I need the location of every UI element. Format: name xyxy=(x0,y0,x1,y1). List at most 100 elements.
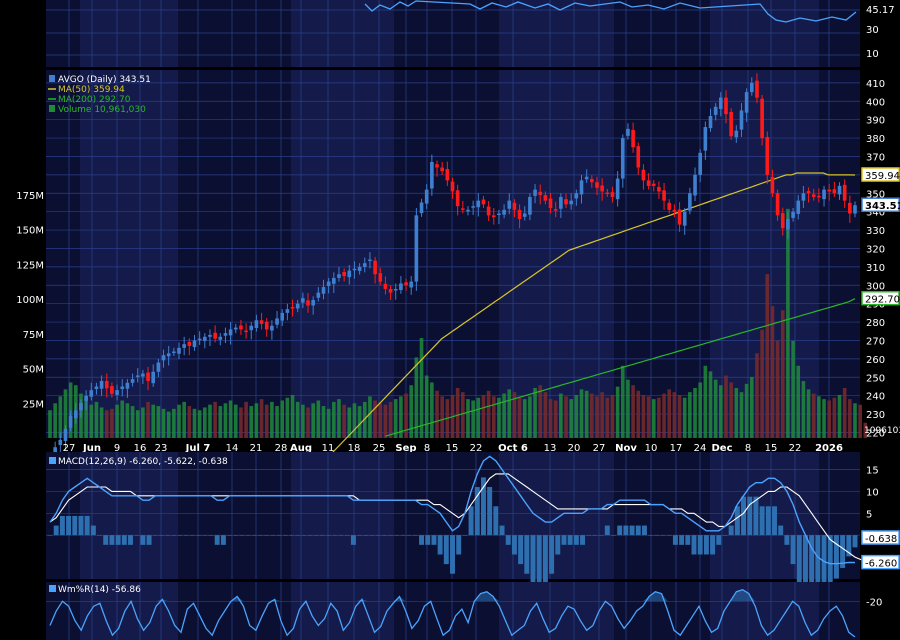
macd-legend-marker xyxy=(49,457,56,464)
candle-body xyxy=(626,128,630,136)
volume-bar xyxy=(130,406,135,438)
month-band xyxy=(80,582,178,640)
volume-bar xyxy=(471,400,475,438)
macd-histogram xyxy=(47,477,858,613)
macd-histogram-bar xyxy=(703,535,709,555)
volume-bar xyxy=(677,394,682,438)
macd-histogram-bar xyxy=(815,535,821,613)
volume-bar xyxy=(667,389,672,438)
volume-bar xyxy=(543,392,548,438)
volume-bar xyxy=(337,399,341,438)
volume-tick-label: 100M xyxy=(16,295,44,306)
macd-histogram-bar xyxy=(400,535,406,536)
macd-value-tag-text: -0.638 xyxy=(865,534,897,545)
date-tick-label: 25 xyxy=(373,443,386,454)
price-tick-label: 270 xyxy=(866,336,885,347)
macd-histogram-bar xyxy=(289,535,294,536)
candle-body xyxy=(368,259,372,262)
candle-body xyxy=(713,106,718,115)
candle-body xyxy=(517,209,522,220)
volume-bar xyxy=(264,404,269,438)
candle-body xyxy=(667,202,672,210)
date-tick-label: 27 xyxy=(593,443,606,454)
volume-bar xyxy=(595,396,599,438)
macd-histogram-bar xyxy=(586,535,592,536)
volume-bar xyxy=(729,382,733,438)
macd-histogram-bar xyxy=(753,496,759,536)
volume-bar xyxy=(569,399,573,438)
legend-entry: MA(50) 359.94 xyxy=(58,85,125,95)
macd-histogram-bar xyxy=(264,535,270,536)
volume-bar xyxy=(373,400,377,438)
macd-histogram-bar xyxy=(47,535,53,536)
month-band xyxy=(499,452,614,579)
volume-bar xyxy=(53,403,57,438)
volume-bar xyxy=(817,396,821,438)
date-tick-label: Jul 7 xyxy=(185,443,211,454)
volume-bar xyxy=(388,401,393,438)
macd-histogram-bar xyxy=(493,506,499,536)
volume-bar xyxy=(502,393,506,438)
price-tick-label: 250 xyxy=(866,373,885,384)
volume-bar xyxy=(662,393,666,438)
macd-histogram-bar xyxy=(152,535,158,536)
volume-bar xyxy=(99,407,104,438)
volume-bar xyxy=(786,208,790,438)
candle-body xyxy=(811,194,816,197)
date-tick-label: 21 xyxy=(250,443,263,454)
macd-histogram-bar xyxy=(245,535,251,536)
candle-body xyxy=(522,213,527,217)
macd-histogram-bar xyxy=(790,535,796,565)
candle-body xyxy=(357,266,362,271)
macd-histogram-bar xyxy=(641,525,647,536)
candle-body xyxy=(321,287,326,294)
candle-body xyxy=(435,164,439,168)
volume-bar xyxy=(58,396,63,438)
wr-panel-bands xyxy=(80,582,819,640)
price-value-tag-text: 292.70 xyxy=(865,295,900,306)
candle-body xyxy=(817,195,821,198)
macd-histogram-bar xyxy=(121,535,127,545)
candle-body xyxy=(259,320,264,324)
macd-histogram-bar xyxy=(821,535,827,603)
macd-histogram-bar xyxy=(549,535,555,574)
volume-bar xyxy=(151,404,156,438)
volume-bar xyxy=(631,385,635,438)
date-tick-label: 8 xyxy=(424,443,430,454)
candle-body xyxy=(579,180,584,195)
volume-bar xyxy=(703,365,708,438)
candle-body xyxy=(693,174,697,196)
date-tick-label: Nov xyxy=(615,443,637,454)
candle-body xyxy=(94,386,99,390)
volume-bar xyxy=(837,394,842,438)
candle-body xyxy=(295,303,300,309)
macd-histogram-bar xyxy=(406,535,412,536)
date-tick-label: 10 xyxy=(645,443,658,454)
candle-body xyxy=(182,344,186,348)
candle-body xyxy=(672,209,677,212)
volume-bar xyxy=(285,397,290,438)
macd-histogram-bar xyxy=(239,535,245,536)
volume-tick-label: 50M xyxy=(23,365,44,376)
volume-bar xyxy=(357,406,362,438)
candle-body xyxy=(450,181,455,192)
volume-bar xyxy=(693,388,697,438)
volume-bar xyxy=(811,393,816,438)
candle-body xyxy=(141,373,145,377)
macd-histogram-bar xyxy=(140,535,146,545)
macd-histogram-bar xyxy=(685,535,691,545)
macd-histogram-bar xyxy=(666,535,672,536)
candle-body xyxy=(301,298,305,303)
candle-body xyxy=(780,213,785,229)
date-tick-label: 20 xyxy=(568,443,581,454)
candle-body xyxy=(89,390,94,397)
candle-body xyxy=(233,327,238,330)
macd-histogram-bar xyxy=(765,506,771,536)
candle-body xyxy=(177,347,181,354)
ma50-line xyxy=(256,172,856,529)
candle-body xyxy=(254,320,259,328)
volume-bar xyxy=(770,306,775,438)
month-band xyxy=(710,0,819,67)
volume-bar xyxy=(579,389,584,438)
candle-body xyxy=(461,208,465,210)
